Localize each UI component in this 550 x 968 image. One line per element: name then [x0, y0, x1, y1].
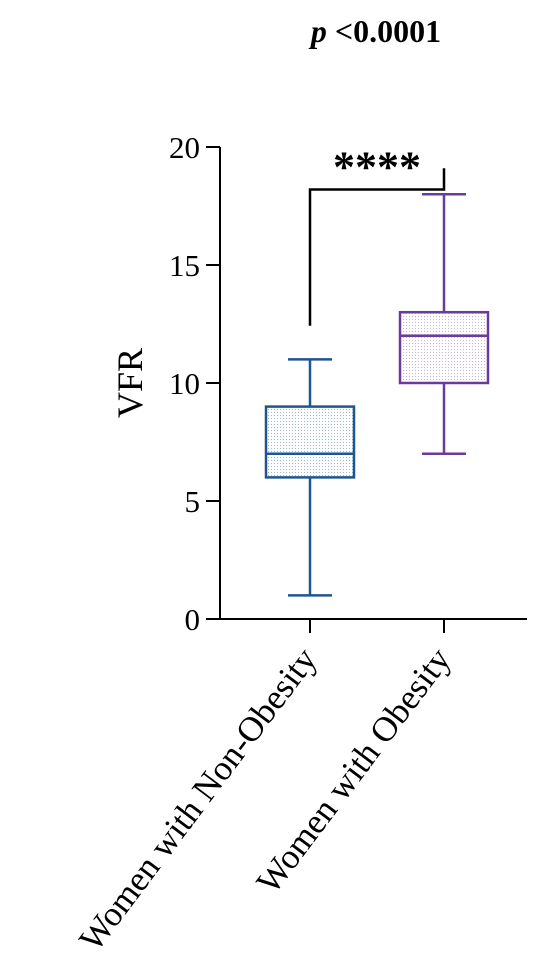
significance-annotation: **** [308, 142, 446, 326]
x-axis [220, 618, 527, 633]
chart-title: p <0.0001 [308, 13, 441, 49]
box-series [264, 192, 490, 597]
category-label-0: Women with Non-Obesity [71, 640, 324, 958]
significance-stars: **** [333, 142, 421, 191]
y-tick-label-0: 0 [185, 602, 201, 637]
significance-bracket [308, 168, 446, 326]
y-axis-label: VFR [110, 348, 150, 418]
box-0 [264, 358, 356, 597]
y-tick-label-1: 5 [185, 484, 201, 519]
y-tick-label-2: 10 [169, 366, 200, 401]
box-1 [398, 192, 490, 456]
y-axis: 0 5 10 15 20 [169, 130, 221, 637]
y-tick-label-3: 15 [169, 248, 200, 283]
y-tick-label-4: 20 [169, 130, 200, 165]
title-threshold: <0.0001 [327, 13, 441, 49]
iqr-box-1 [398, 310, 490, 385]
iqr-box-0 [264, 405, 356, 479]
title-italic-p: p [308, 13, 327, 49]
